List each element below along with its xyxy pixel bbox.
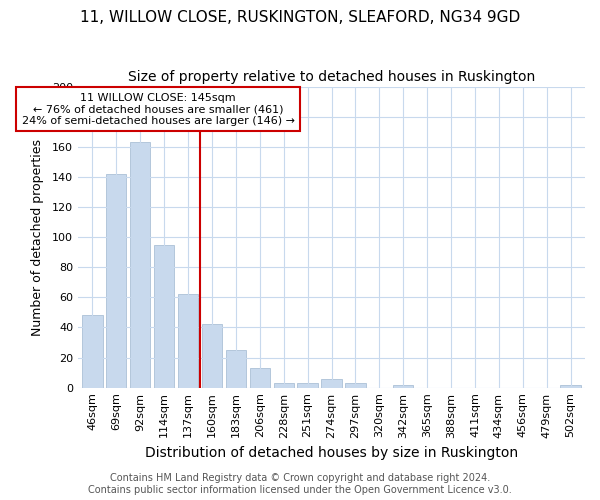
Bar [345, 383, 365, 388]
Text: 11, WILLOW CLOSE, RUSKINGTON, SLEAFORD, NG34 9GD: 11, WILLOW CLOSE, RUSKINGTON, SLEAFORD, … [80, 10, 520, 25]
Bar [226, 350, 246, 388]
Bar [250, 368, 270, 388]
Bar [154, 244, 174, 388]
Title: Size of property relative to detached houses in Ruskington: Size of property relative to detached ho… [128, 70, 535, 84]
Text: Contains HM Land Registry data © Crown copyright and database right 2024.
Contai: Contains HM Land Registry data © Crown c… [88, 474, 512, 495]
Text: 11 WILLOW CLOSE: 145sqm
← 76% of detached houses are smaller (461)
24% of semi-d: 11 WILLOW CLOSE: 145sqm ← 76% of detache… [22, 92, 295, 126]
Y-axis label: Number of detached properties: Number of detached properties [31, 138, 44, 336]
Bar [178, 294, 198, 388]
Bar [106, 174, 127, 388]
Bar [322, 378, 341, 388]
Bar [274, 383, 294, 388]
Bar [393, 384, 413, 388]
Bar [560, 384, 581, 388]
X-axis label: Distribution of detached houses by size in Ruskington: Distribution of detached houses by size … [145, 446, 518, 460]
Bar [82, 316, 103, 388]
Bar [130, 142, 151, 388]
Bar [298, 383, 318, 388]
Bar [202, 324, 222, 388]
